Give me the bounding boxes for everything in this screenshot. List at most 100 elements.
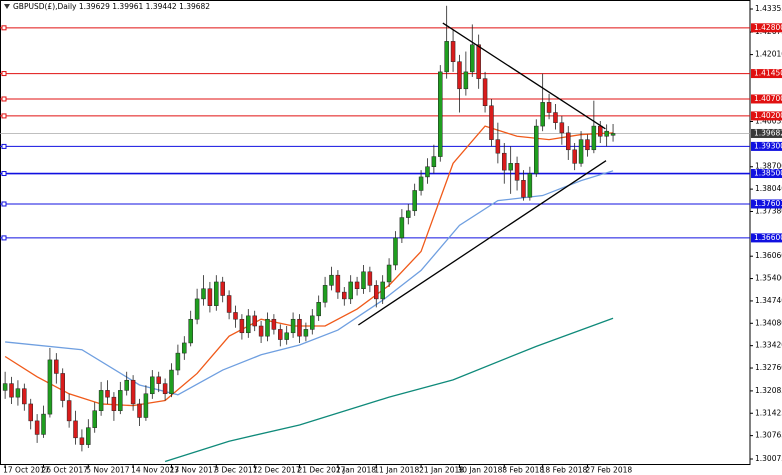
candle-body	[41, 413, 46, 435]
level-marker	[1, 201, 7, 207]
candle-body	[380, 281, 385, 300]
candle-body	[182, 342, 187, 354]
candle-body	[578, 139, 584, 164]
candle-body	[2, 383, 8, 391]
level-label: 1.40200	[754, 111, 782, 120]
candle-body	[386, 264, 392, 283]
level-label: 1.38500	[754, 169, 782, 178]
candle-body	[342, 291, 347, 300]
candle-body	[150, 376, 155, 395]
level-label: 1.39300	[754, 141, 782, 150]
candle-body	[162, 383, 168, 395]
candle-body	[194, 298, 200, 320]
candle-body	[470, 44, 475, 73]
y-tick-label: 1.37380	[755, 206, 782, 215]
x-tick-label: 12 Dec 2017	[253, 466, 301, 475]
candle-body	[15, 388, 21, 398]
level-label: 1.37601	[754, 199, 782, 208]
candle-body	[374, 285, 379, 300]
candle-body	[348, 281, 353, 300]
candle-body	[450, 41, 456, 62]
candle-body	[54, 359, 59, 374]
candle-body	[188, 318, 193, 344]
level-label-box	[751, 94, 782, 104]
candle-body	[271, 318, 277, 330]
candle-body	[303, 329, 309, 337]
candle-body	[214, 281, 219, 306]
level-label: 1.40700	[754, 94, 782, 103]
candle-body	[105, 390, 110, 398]
candle-body	[297, 318, 302, 337]
candle-body	[118, 390, 123, 411]
level-marker	[1, 171, 7, 177]
level-label: 1.42800	[754, 23, 782, 32]
candle-body	[489, 105, 494, 140]
y-tick-label: 1.30075	[755, 454, 782, 463]
x-tick-label: 26 Oct 2017	[42, 466, 89, 475]
candle-body	[521, 180, 526, 198]
trendline	[442, 22, 606, 130]
candle-body	[111, 396, 117, 411]
level-label-box	[751, 69, 782, 79]
x-tick-label: 5 Nov 2017	[86, 466, 129, 475]
candle-body	[585, 139, 590, 151]
level-label-box	[751, 199, 782, 209]
candle-body	[604, 130, 609, 137]
candle-body	[322, 285, 328, 303]
candle-body	[290, 318, 296, 334]
candle-body	[566, 132, 571, 151]
candle-body	[572, 149, 577, 164]
candle-body	[598, 125, 603, 137]
candle-body	[482, 78, 488, 107]
y-tick-label: 1.32085	[755, 386, 782, 395]
candle-body	[316, 302, 321, 317]
candle-body	[329, 274, 334, 286]
y-tick-label: 1.30765	[755, 431, 782, 440]
plot-area	[0, 5, 750, 463]
candle-body	[207, 288, 213, 306]
last-price-box	[751, 128, 782, 138]
candle-body	[34, 420, 40, 435]
plot-frame	[0, 0, 751, 465]
candle-body	[22, 388, 27, 405]
x-tick-label: 11 Jan 2018	[374, 466, 419, 475]
last-price-label: 1.39682	[754, 128, 782, 137]
candle-body	[610, 133, 616, 136]
x-tick-label: 21 Jan 2018	[419, 466, 464, 475]
candle-body	[175, 352, 181, 371]
candle-body	[28, 403, 33, 422]
candle-body	[361, 271, 366, 289]
candle-body	[9, 383, 14, 398]
trendline	[358, 160, 607, 326]
x-tick-label: 30 Jan 2018	[457, 466, 502, 475]
level-marker	[1, 235, 7, 241]
candle-body	[239, 318, 245, 334]
candle-body	[354, 281, 360, 289]
candle-body	[79, 437, 85, 445]
x-tick-label: 27 Feb 2018	[585, 466, 632, 475]
candle-body	[335, 274, 341, 293]
candle-body	[47, 359, 53, 415]
x-tick-label: 3 Dec 2017	[214, 466, 257, 475]
level-marker	[1, 113, 7, 119]
moving-average	[164, 317, 614, 463]
y-tick-label: 1.38700	[755, 162, 782, 171]
candle-body	[201, 288, 206, 300]
candle-body	[412, 190, 417, 212]
level-label-box	[751, 111, 782, 121]
candle-body	[591, 125, 597, 151]
candle-body	[559, 122, 565, 134]
y-tick-label: 1.32760	[755, 363, 782, 372]
candle-body	[534, 125, 539, 174]
candle-body	[310, 315, 315, 330]
x-tick-label: 8 Feb 2018	[502, 466, 544, 475]
y-tick-label: 1.43355	[755, 4, 782, 13]
x-tick-label: 2 Jan 2018	[336, 466, 376, 475]
candle-body	[92, 410, 97, 428]
candle-body	[444, 41, 449, 73]
y-tick-label: 1.36060	[755, 251, 782, 260]
y-tick-label: 1.35400	[755, 274, 782, 283]
level-marker	[1, 25, 7, 31]
candle-body	[438, 71, 443, 157]
